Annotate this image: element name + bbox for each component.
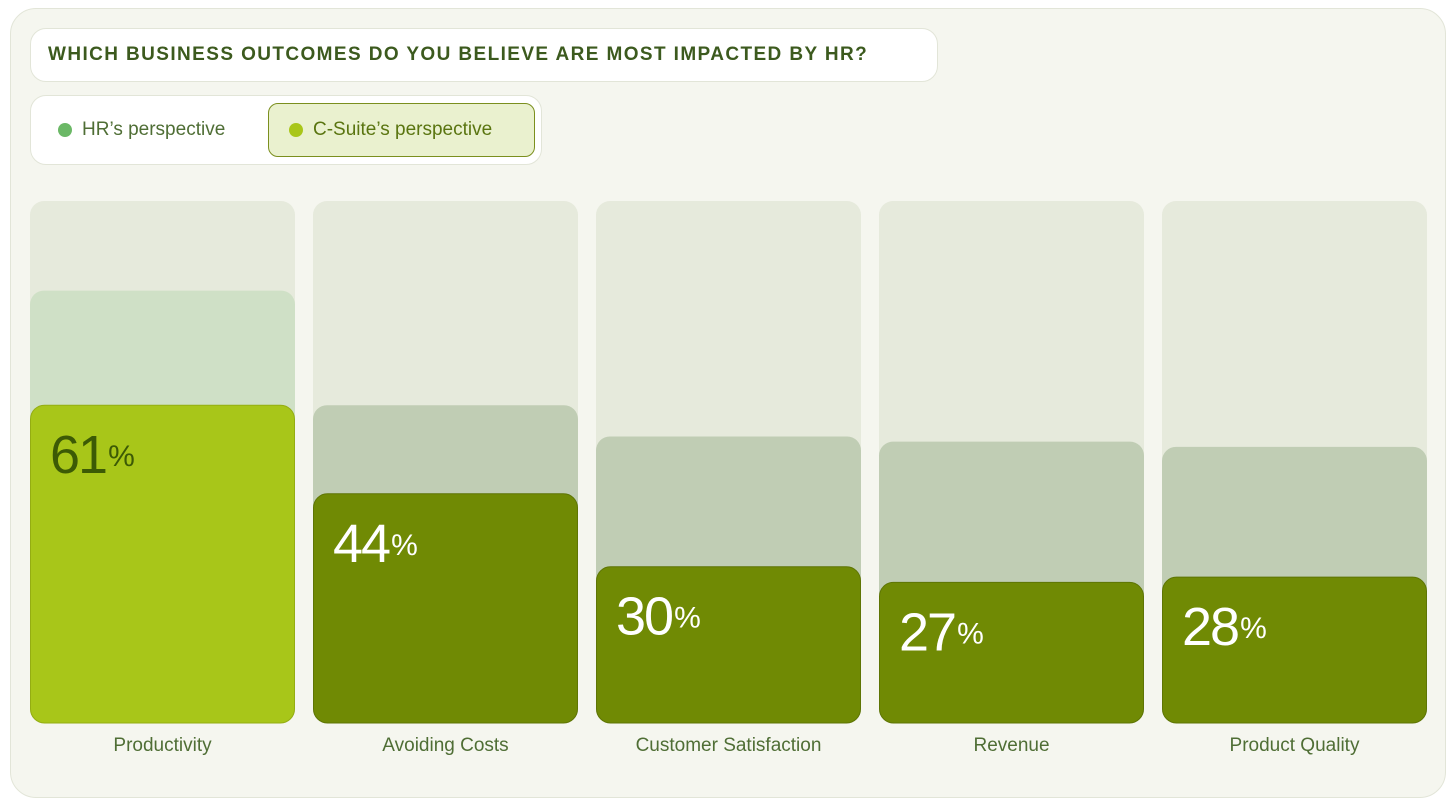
legend: HR’s perspective C-Suite’s perspective — [30, 95, 542, 165]
category-label: Productivity — [113, 735, 212, 756]
bar-csuite — [313, 493, 578, 724]
bar-csuite — [30, 404, 295, 724]
bar-value-label: 61% — [50, 425, 135, 485]
bar-value-label: 28% — [1182, 597, 1267, 657]
bar-chart: 61% Productivity 44% Avoiding Costs 30% Custo… — [30, 201, 1427, 756]
legend-item-hr[interactable]: HR’s perspective — [41, 103, 269, 157]
bar-csuite — [596, 566, 861, 724]
chart-title: WHICH BUSINESS OUTCOMES DO YOU BELIEVE A… — [30, 28, 938, 82]
bar-value-label: 27% — [899, 602, 984, 662]
category-label: Customer Satisfaction — [636, 735, 822, 756]
legend-dot-csuite-icon — [289, 123, 303, 137]
bar-csuite — [1162, 576, 1427, 724]
legend-label-csuite: C-Suite’s perspective — [313, 119, 493, 140]
bar-value-label: 30% — [616, 587, 701, 647]
legend-dot-hr-icon — [58, 123, 72, 137]
legend-item-csuite[interactable]: C-Suite’s perspective — [268, 103, 535, 157]
category-label: Avoiding Costs — [382, 735, 508, 756]
legend-label-hr: HR’s perspective — [82, 119, 226, 140]
bar-value-label: 44% — [333, 514, 418, 574]
bar-csuite — [879, 581, 1144, 724]
category-label: Product Quality — [1230, 735, 1360, 756]
category-label: Revenue — [973, 735, 1049, 756]
